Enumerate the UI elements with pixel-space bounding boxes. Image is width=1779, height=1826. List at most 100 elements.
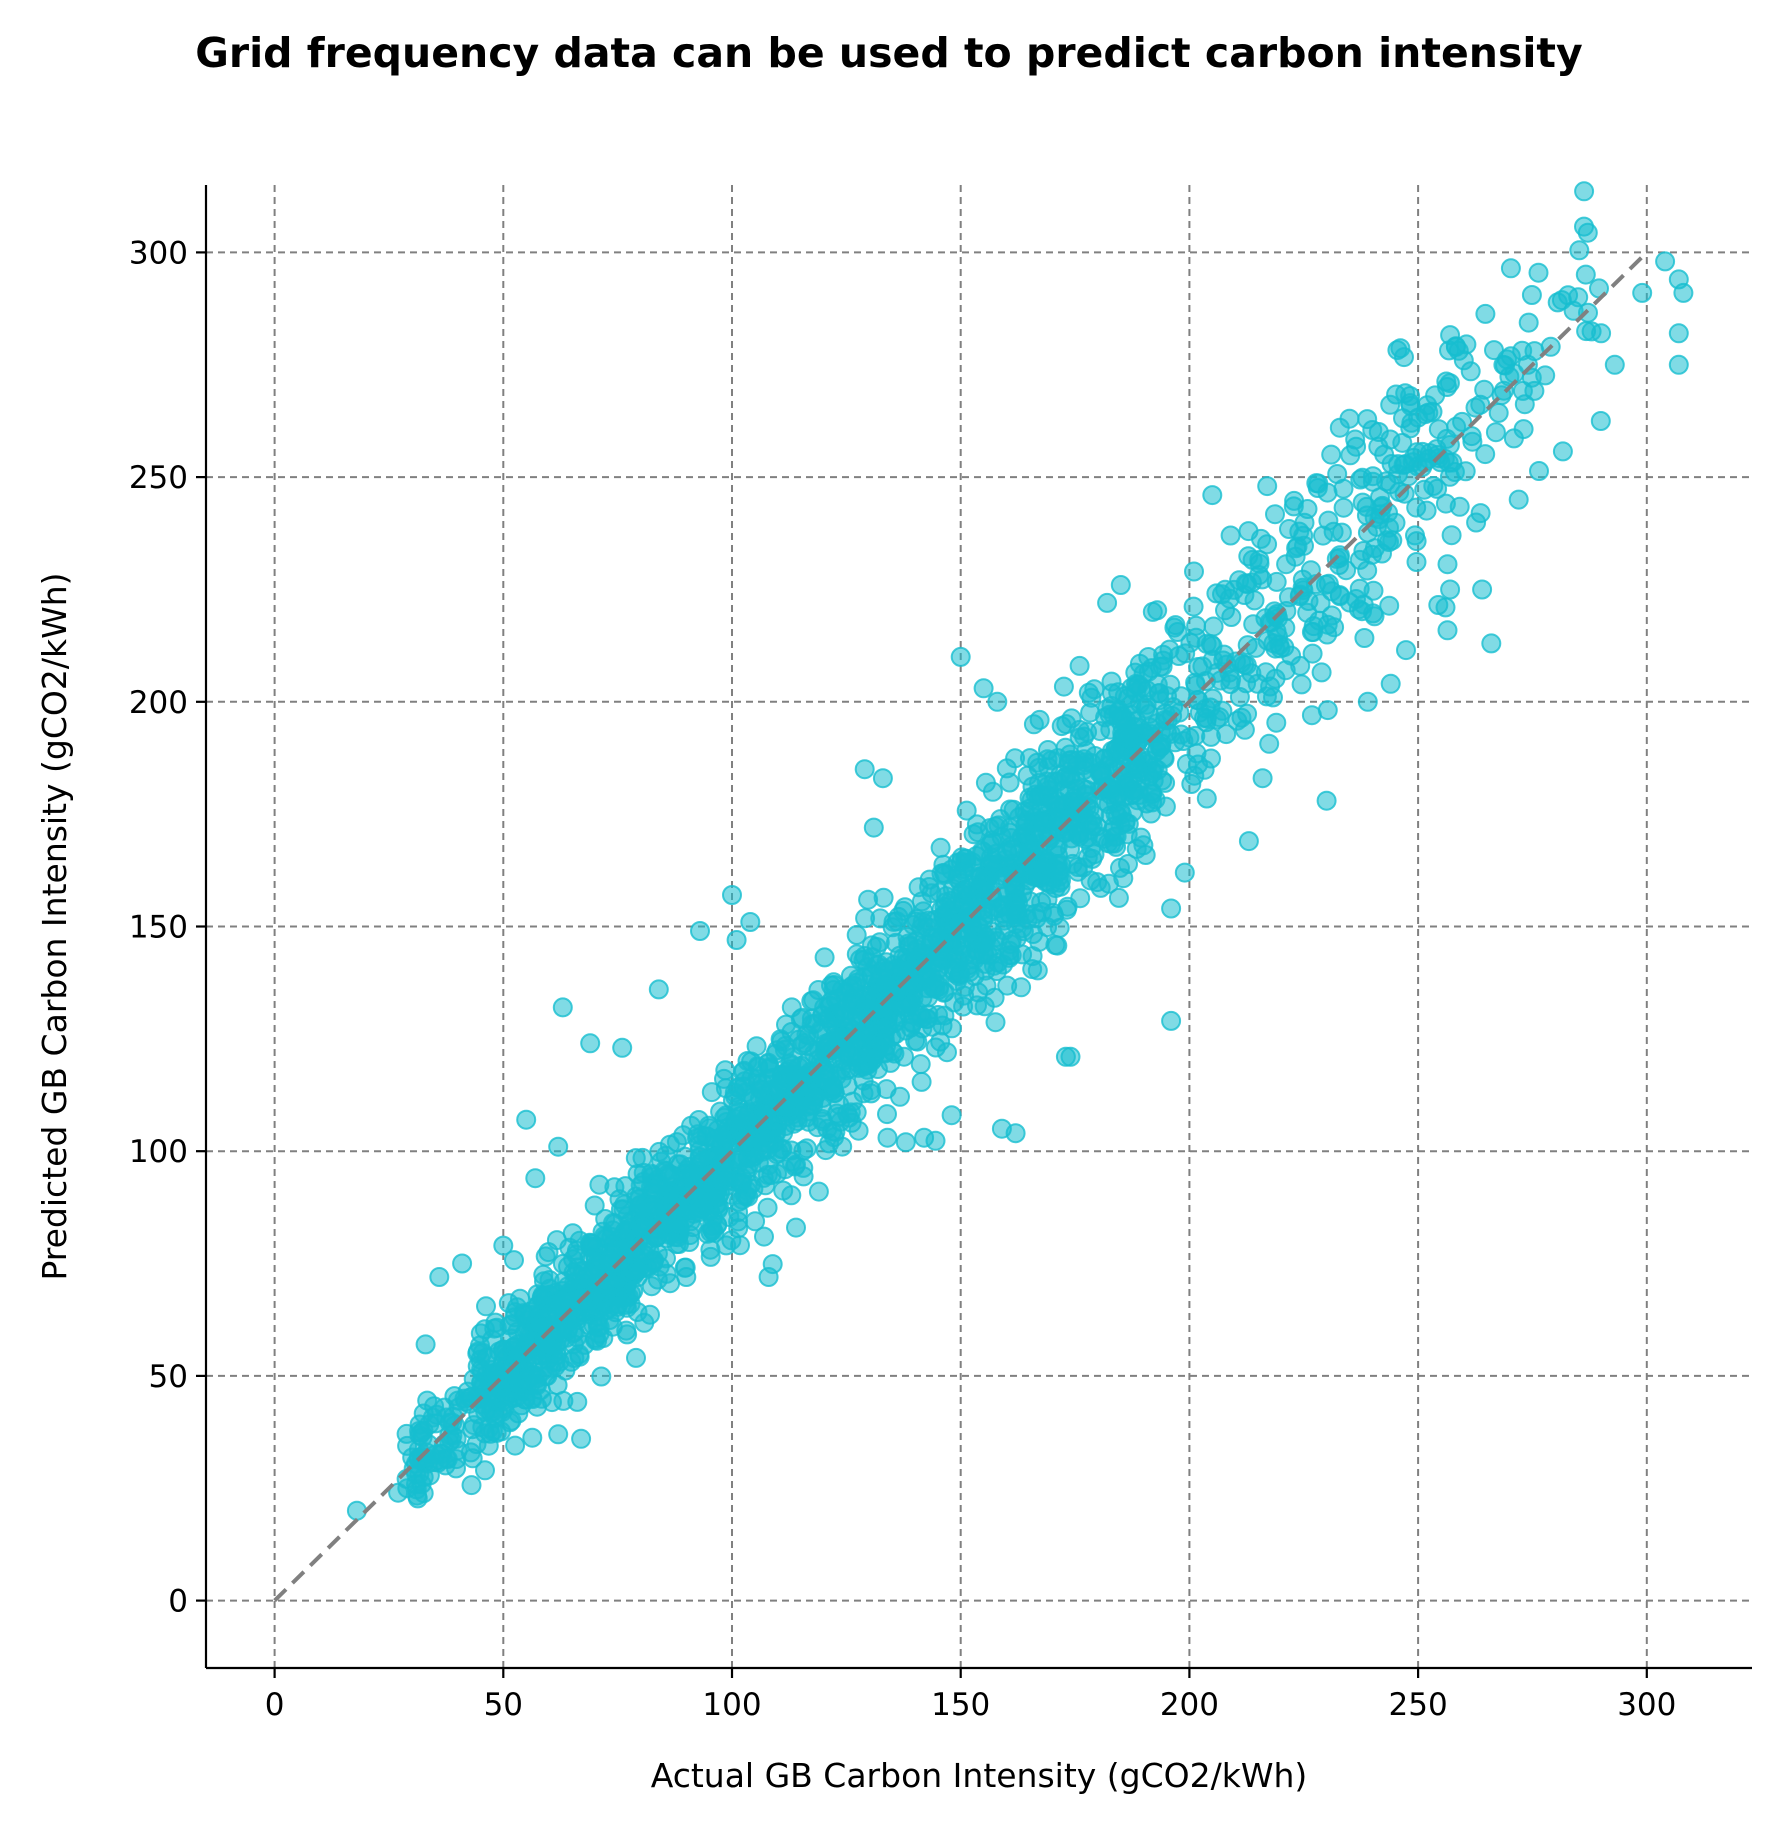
scatter-point (461, 1475, 482, 1496)
scatter-point (1673, 282, 1694, 303)
scatter-point (1357, 691, 1378, 712)
scatter-point (419, 1414, 440, 1435)
scatter-point (1161, 898, 1182, 919)
grid-lines (206, 185, 1752, 1668)
scatter-point (1012, 883, 1033, 904)
scatter-point (655, 1145, 676, 1166)
scatter-point (1465, 397, 1486, 418)
scatter-point (659, 1183, 679, 1203)
scatter-point (634, 1312, 655, 1333)
scatter-point (553, 1390, 574, 1411)
scatter-point (1329, 586, 1350, 607)
scatter-point (1037, 871, 1058, 892)
scatter-point (1470, 503, 1491, 524)
x-tick-label: 200 (1160, 1687, 1219, 1723)
scatter-point (604, 1272, 625, 1293)
scatter-point (397, 1478, 418, 1499)
scatter-point (833, 1028, 854, 1049)
scatter-point (875, 974, 896, 995)
scatter-point (1313, 525, 1333, 546)
scatter-point (722, 1090, 743, 1111)
scatter-point (1452, 411, 1473, 432)
scatter-point (895, 1132, 916, 1153)
scatter-point (913, 901, 934, 922)
scatter-point (532, 1337, 553, 1358)
scatter-point (1331, 522, 1352, 543)
scatter-point (1574, 181, 1595, 202)
scatter-point (796, 1138, 817, 1159)
scatter-point (956, 800, 977, 821)
scatter-point (1238, 831, 1259, 852)
scatter-point (1118, 772, 1139, 793)
scatter-point (1552, 441, 1573, 462)
scatter-point (730, 1105, 751, 1126)
scatter-point (930, 1031, 951, 1052)
scatter-point (740, 912, 761, 932)
scatter-point (1435, 597, 1456, 618)
scatter-point (589, 1174, 610, 1195)
scatter-point (1027, 752, 1048, 773)
scatter-point (1221, 607, 1242, 627)
scatter-point (944, 992, 965, 1013)
scatter-point (1569, 240, 1590, 261)
scatter-point (801, 991, 822, 1012)
scatter-point (931, 863, 952, 884)
scatter-point (1311, 662, 1332, 683)
scatter-point (476, 1296, 496, 1317)
scatter-point (571, 1428, 592, 1449)
scatter-point (1257, 476, 1278, 497)
scatter-point (1302, 643, 1323, 664)
scatter-point (861, 1083, 882, 1104)
scatter-point (1263, 633, 1284, 654)
scatter-point (1481, 633, 1502, 654)
scatter-point (599, 1297, 620, 1318)
scatter-point (1439, 373, 1460, 394)
scatter-point (1136, 694, 1157, 715)
scatter-point (475, 1460, 495, 1481)
scatter-point (858, 889, 879, 910)
scatter-point (757, 1197, 778, 1218)
scatter-point (1518, 312, 1539, 333)
scatter-point (1229, 570, 1250, 591)
y-tick-label: 250 (129, 460, 188, 496)
scatter-point (1423, 476, 1444, 496)
scatter-point (1294, 512, 1315, 533)
scatter-point (1027, 960, 1048, 981)
scatter-point (1575, 264, 1596, 285)
y-tick-label: 200 (129, 685, 188, 721)
scatter-point (417, 1390, 438, 1411)
scatter-point (930, 837, 951, 858)
scatter-point (747, 1056, 768, 1076)
scatter-point (797, 1096, 818, 1117)
scatter-point (452, 1253, 473, 1274)
scatter-point (1352, 467, 1373, 488)
scatter-point (612, 1037, 633, 1058)
scatter-point (1462, 431, 1483, 452)
scatter-point (616, 1320, 637, 1341)
scatter-point (1324, 617, 1345, 638)
scatter-point (1005, 1123, 1026, 1144)
scatter-point (1333, 497, 1354, 518)
scatter-point (1051, 716, 1072, 737)
scatter-point (911, 1071, 932, 1092)
scatter-point (1485, 422, 1506, 443)
scatter-point (569, 1344, 590, 1365)
scatter-point (1080, 702, 1101, 723)
scatter-point (1212, 584, 1232, 605)
scatter-point (815, 1033, 836, 1054)
x-tick-label: 300 (1617, 1687, 1676, 1723)
scatter-point (754, 1226, 774, 1247)
scatter-point (1301, 622, 1322, 643)
scatter-point (1236, 655, 1257, 676)
scatter-point (1440, 579, 1461, 600)
x-ticks: 0 50 100 150 200 250 300 (265, 1668, 1676, 1723)
scatter-point (1147, 674, 1168, 695)
scatter-point (1390, 338, 1411, 359)
scatter-point (818, 1008, 838, 1029)
scatter-point (1265, 504, 1285, 525)
scatter-point (1060, 1046, 1081, 1067)
scatter-point (1069, 719, 1090, 740)
scatter-point (1161, 1010, 1182, 1031)
scatter-point (842, 975, 863, 996)
scatter-point (1150, 656, 1171, 677)
